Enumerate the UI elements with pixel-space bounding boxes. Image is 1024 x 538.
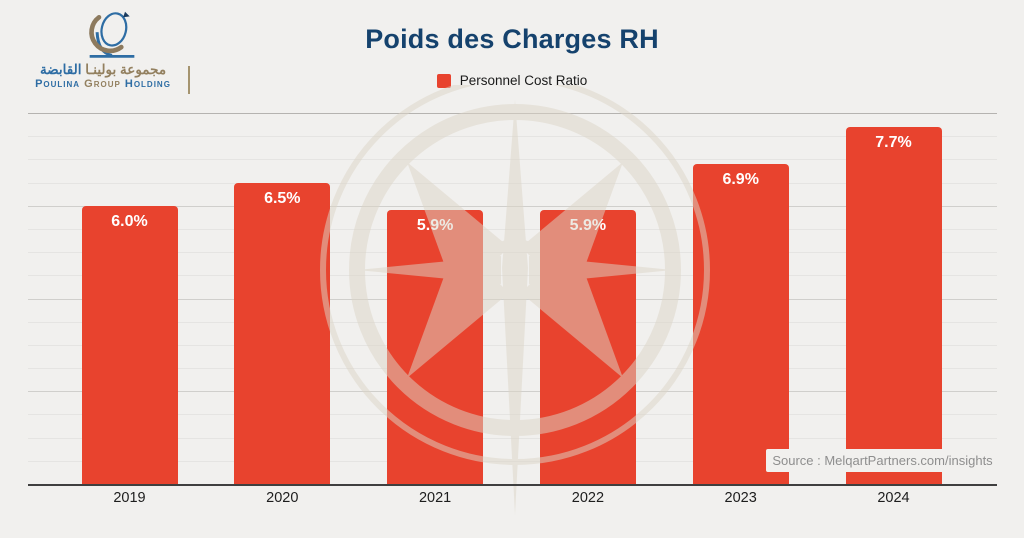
- gridline: [28, 113, 997, 114]
- logo-latin-text: Poulina Group Holding: [22, 78, 184, 91]
- source-attribution: Source : MelqartPartners.com/insights: [766, 449, 999, 472]
- bar-value-label: 6.9%: [722, 171, 759, 188]
- chart-legend: Personnel Cost Ratio: [0, 73, 1024, 88]
- bar-value-label: 5.9%: [416, 217, 454, 235]
- logo-latin-group: Group: [84, 78, 121, 90]
- legend-swatch: [436, 73, 451, 88]
- x-axis-label: 2023: [724, 490, 757, 506]
- bar-value-label: 7.7%: [875, 133, 912, 151]
- egg-globe-icon: [89, 11, 135, 58]
- logo-wordmark: مجموعة بولينـا القابضة Poulina Group Hol…: [22, 62, 184, 91]
- logo-arabic-primary: مجموعة بولينـا: [85, 62, 167, 77]
- chart-title: Poids des Charges RH: [365, 24, 659, 54]
- logo-latin-poulina: Poulina: [35, 78, 81, 90]
- bar-value-label: 6.5%: [264, 189, 301, 207]
- logo-arabic-secondary: القابضة: [39, 62, 82, 77]
- x-axis-label: 2020: [266, 490, 299, 506]
- x-axis-label: 2024: [877, 490, 910, 506]
- bar-2022: 5.9%: [539, 210, 636, 484]
- legend-label: Personnel Cost Ratio: [459, 73, 588, 88]
- bar-value-label: 6.0%: [111, 212, 148, 230]
- bar-2021: 5.9%: [387, 210, 484, 484]
- bar-2019: 6.0%: [81, 205, 178, 484]
- bar-2023: 6.9%: [692, 164, 789, 484]
- logo-latin-holding: Holding: [124, 78, 171, 90]
- x-axis-label: 2019: [113, 490, 146, 506]
- logo-arabic-text: مجموعة بولينـا القابضة: [22, 62, 184, 78]
- x-axis-label: 2022: [571, 490, 605, 506]
- bar-value-label: 5.9%: [569, 217, 607, 235]
- x-axis-label: 2021: [418, 490, 452, 506]
- x-axis-line: [28, 484, 997, 486]
- bar-2020: 6.5%: [234, 182, 331, 484]
- bar-2024: 7.7%: [845, 126, 942, 484]
- logo-separator: [188, 66, 190, 94]
- poulina-logo: مجموعة بولينـا القابضة Poulina Group Hol…: [22, 6, 202, 98]
